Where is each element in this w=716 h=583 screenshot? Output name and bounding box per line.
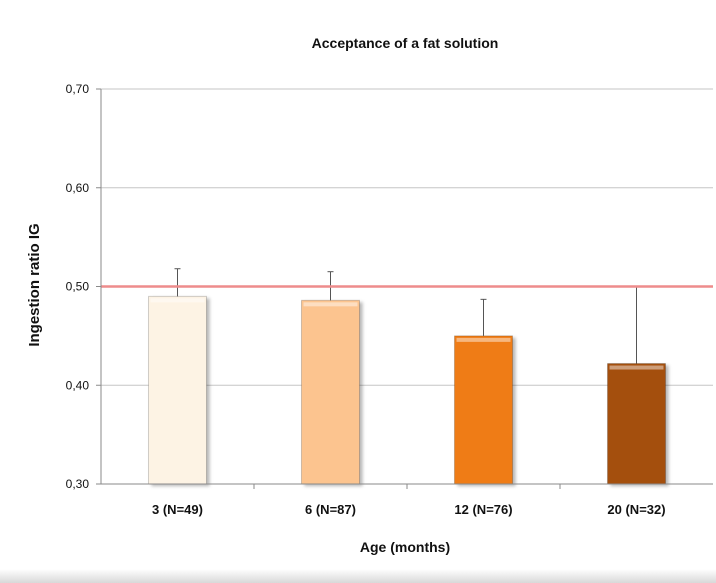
- axes: [100, 89, 713, 485]
- bar: [607, 363, 666, 485]
- bar-highlight: [303, 302, 358, 307]
- bar: [148, 295, 207, 485]
- y-tick-label: 0,50: [66, 280, 90, 294]
- y-tick-label: 0,60: [66, 181, 90, 195]
- bar-highlight: [150, 298, 205, 303]
- x-tick-label: 6 (N=87): [305, 502, 356, 517]
- y-axis-label: Ingestion ratio IG: [26, 223, 43, 346]
- bar: [301, 299, 360, 485]
- x-tick-labels: 3 (N=49) 6 (N=87) 12 (N=76) 20 (N=32): [152, 502, 666, 517]
- bar-highlight: [456, 337, 511, 342]
- x-tick-label: 3 (N=49): [152, 502, 203, 517]
- y-tick-label: 0,40: [66, 378, 90, 392]
- y-tick-label: 0,30: [66, 477, 90, 491]
- bar-highlight: [609, 365, 664, 370]
- bars: [148, 295, 666, 485]
- chart-title: Acceptance of a fat solution: [312, 35, 499, 51]
- y-tick-labels: 0,30 0,40 0,50 0,60 0,70: [66, 82, 90, 491]
- y-tick-label: 0,70: [66, 82, 90, 96]
- x-axis-label: Age (months): [360, 539, 450, 555]
- x-tick-label: 12 (N=76): [454, 502, 512, 517]
- bar: [454, 335, 513, 485]
- error-bars: [174, 268, 640, 364]
- bottom-shadow: [0, 569, 716, 583]
- x-tick-label: 20 (N=32): [607, 502, 665, 517]
